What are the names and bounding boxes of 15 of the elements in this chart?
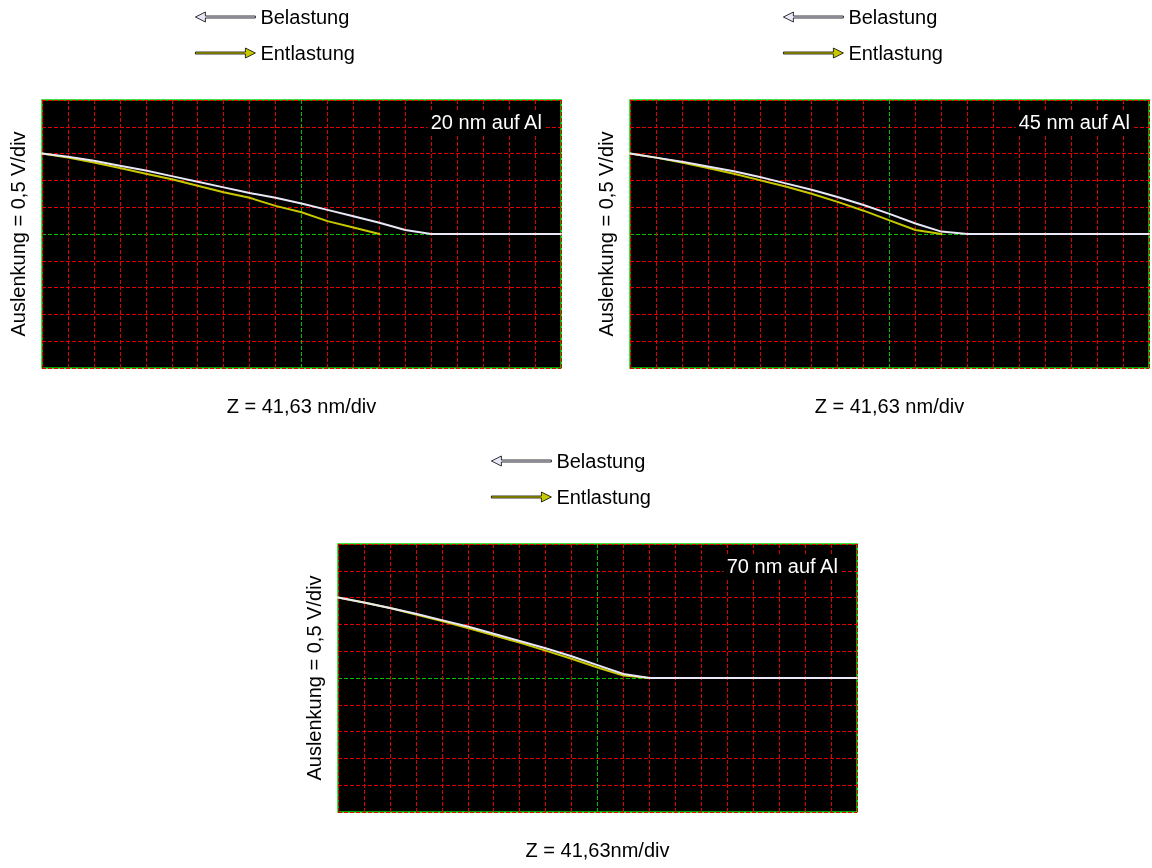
legend-label: Belastung [848,6,938,28]
text: 45 nm auf Al [1018,111,1130,133]
legend-label: Belastung [556,450,646,472]
text: 20 nm auf Al [430,111,542,133]
x-axis-title: Z = 41,63nm/div [525,839,670,861]
y-axis-title: Auslenkung = 0,5 V/div [595,131,617,337]
legend-label: Belastung [260,6,350,28]
y-axis-title: Auslenkung = 0,5 V/div [303,575,325,781]
legend-label: Entlastung [848,42,943,64]
text: 70 nm auf Al [726,555,838,577]
y-axis-title: Auslenkung = 0,5 V/div [7,131,29,337]
legend-label: Entlastung [556,486,651,508]
x-axis-title: Z = 41,63 nm/div [814,395,965,417]
x-axis-title: Z = 41,63 nm/div [226,395,377,417]
legend-label: Entlastung [260,42,355,64]
